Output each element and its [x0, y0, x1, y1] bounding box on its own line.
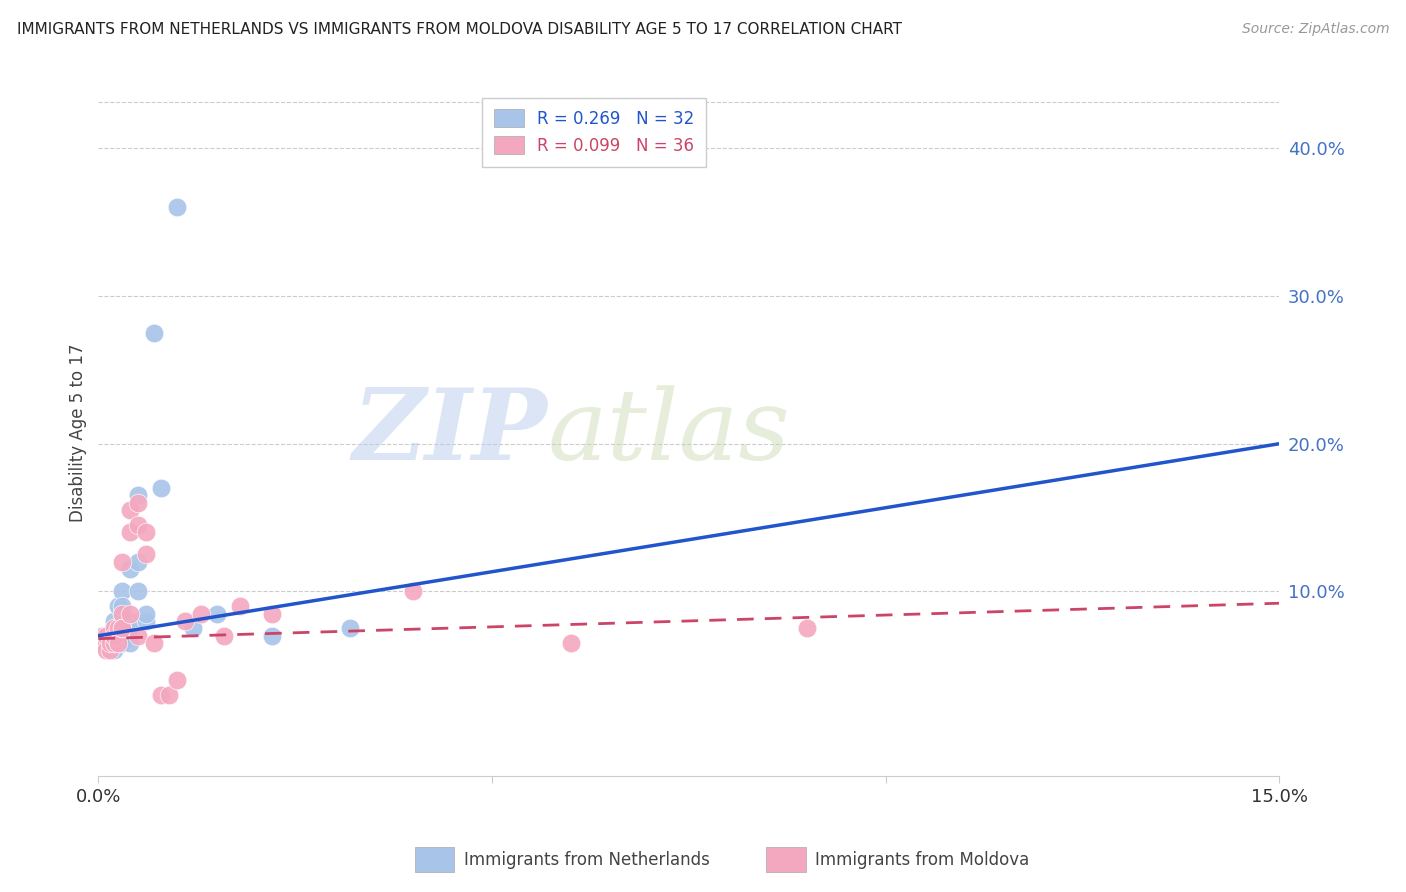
- Point: [142, 636, 165, 650]
- Point: [111, 555, 134, 569]
- Point: [560, 636, 582, 650]
- Point: [190, 607, 212, 621]
- Point: [98, 629, 121, 643]
- Point: [107, 599, 129, 614]
- Point: [339, 621, 361, 635]
- Point: [103, 636, 125, 650]
- Point: [260, 607, 283, 621]
- Point: [135, 607, 157, 621]
- Point: [107, 621, 129, 635]
- Point: [796, 621, 818, 635]
- Point: [96, 636, 118, 650]
- Point: [111, 621, 134, 635]
- Point: [111, 599, 134, 614]
- Point: [103, 643, 125, 657]
- Point: [150, 688, 173, 702]
- Point: [96, 629, 118, 643]
- Point: [118, 503, 141, 517]
- Point: [118, 621, 141, 635]
- Point: [157, 688, 180, 702]
- Text: IMMIGRANTS FROM NETHERLANDS VS IMMIGRANTS FROM MOLDOVA DISABILITY AGE 5 TO 17 CO: IMMIGRANTS FROM NETHERLANDS VS IMMIGRANT…: [17, 22, 901, 37]
- Point: [135, 548, 157, 562]
- Point: [402, 584, 425, 599]
- Y-axis label: Disability Age 5 to 17: Disability Age 5 to 17: [69, 343, 87, 522]
- Point: [107, 636, 129, 650]
- Point: [118, 562, 141, 576]
- Point: [127, 555, 149, 569]
- Text: Immigrants from Moldova: Immigrants from Moldova: [815, 851, 1029, 869]
- Point: [118, 525, 141, 540]
- Text: ZIP: ZIP: [353, 384, 547, 481]
- Point: [111, 607, 134, 621]
- Point: [111, 636, 134, 650]
- Point: [127, 629, 149, 643]
- Point: [103, 614, 125, 628]
- Point: [111, 621, 134, 635]
- Point: [111, 621, 134, 635]
- Point: [103, 636, 125, 650]
- Point: [98, 636, 121, 650]
- Point: [98, 636, 121, 650]
- Point: [118, 614, 141, 628]
- Point: [150, 481, 173, 495]
- Point: [127, 517, 149, 532]
- Point: [214, 629, 236, 643]
- Text: atlas: atlas: [547, 385, 790, 480]
- Point: [96, 643, 118, 657]
- Text: Immigrants from Netherlands: Immigrants from Netherlands: [464, 851, 710, 869]
- Point: [118, 636, 141, 650]
- Point: [96, 636, 118, 650]
- Legend: R = 0.269   N = 32, R = 0.099   N = 36: R = 0.269 N = 32, R = 0.099 N = 36: [482, 97, 706, 167]
- Point: [127, 496, 149, 510]
- Point: [118, 607, 141, 621]
- Point: [103, 629, 125, 643]
- Point: [103, 621, 125, 635]
- Point: [135, 525, 157, 540]
- Point: [127, 584, 149, 599]
- Point: [96, 629, 118, 643]
- Text: Source: ZipAtlas.com: Source: ZipAtlas.com: [1241, 22, 1389, 37]
- Point: [98, 643, 121, 657]
- Point: [127, 488, 149, 502]
- Point: [166, 200, 188, 214]
- Point: [260, 629, 283, 643]
- Point: [91, 636, 114, 650]
- Point: [91, 636, 114, 650]
- Point: [142, 326, 165, 340]
- Point: [181, 621, 204, 635]
- Point: [91, 629, 114, 643]
- Point: [103, 621, 125, 635]
- Point: [166, 673, 188, 687]
- Point: [107, 621, 129, 635]
- Point: [174, 614, 197, 628]
- Point: [205, 607, 228, 621]
- Point: [135, 614, 157, 628]
- Point: [229, 599, 252, 614]
- Point: [111, 607, 134, 621]
- Point: [111, 584, 134, 599]
